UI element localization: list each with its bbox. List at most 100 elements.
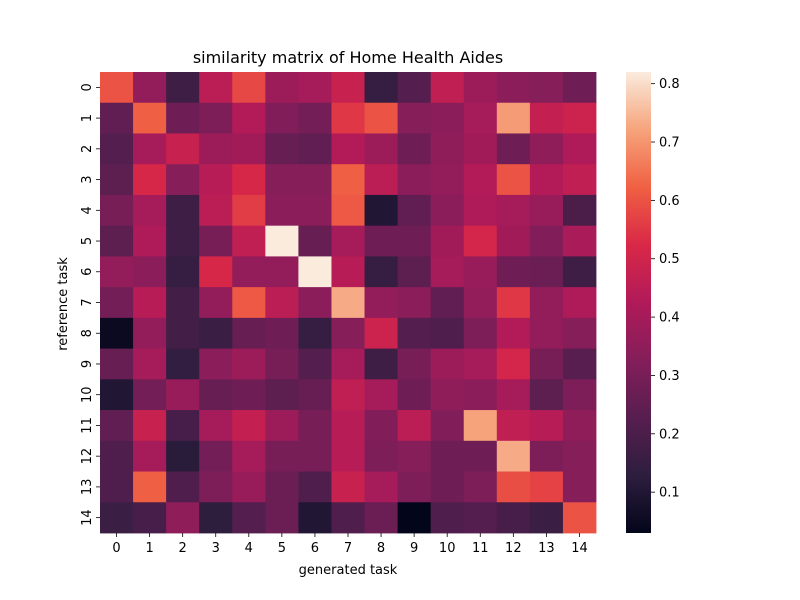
heatmap-cell	[463, 225, 498, 257]
heatmap-cell	[463, 194, 498, 227]
heatmap-cell	[166, 133, 200, 165]
x-tick-label: 4	[245, 541, 253, 556]
heatmap-cell	[265, 225, 299, 257]
heatmap-cell	[397, 410, 432, 442]
colorbar-ticks: 0.1 0.2 0.3 0.4 0.5 0.6 0.7 0.8	[651, 77, 680, 501]
y-axis-label: reference task	[56, 257, 71, 351]
heatmap-cell	[463, 348, 498, 380]
heatmap-cell	[364, 194, 398, 227]
heatmap-cell	[562, 317, 597, 349]
heatmap-cell	[199, 410, 233, 442]
heatmap-cell	[298, 348, 332, 380]
heatmap-cell	[529, 379, 564, 411]
heatmap-cell	[199, 317, 233, 349]
heatmap-cell	[133, 379, 167, 411]
heatmap-cell	[562, 72, 597, 104]
x-tick-label: 6	[311, 541, 319, 556]
heatmap-cell	[430, 72, 465, 104]
heatmap-cell	[133, 471, 167, 503]
heatmap-cell	[265, 379, 299, 411]
heatmap-cell	[364, 72, 398, 104]
heatmap-cell	[430, 287, 465, 319]
heatmap-cell	[199, 471, 233, 503]
colorbar-tick-label: 0.4	[659, 311, 680, 326]
heatmap-cell	[562, 348, 597, 380]
y-tick-label: 1	[80, 114, 95, 122]
heatmap-cell	[562, 410, 597, 442]
heatmap-cell	[133, 287, 167, 319]
heatmap-cell	[199, 440, 233, 472]
heatmap-cell	[298, 133, 332, 165]
heatmap-cell	[331, 471, 365, 503]
heatmap-cell	[100, 225, 134, 257]
heatmap-cell	[232, 471, 266, 503]
heatmap-cell	[364, 317, 398, 349]
heatmap-cell	[397, 164, 432, 196]
heatmap-cell	[331, 72, 365, 104]
heatmap-cell	[397, 348, 432, 380]
heatmap-cell	[430, 410, 465, 442]
heatmap-cell	[529, 133, 564, 165]
heatmap-cell	[364, 133, 398, 165]
heatmap-cell	[298, 72, 332, 104]
heatmap-cell	[100, 317, 134, 349]
heatmap-cell	[463, 440, 498, 472]
heatmap-cell	[199, 133, 233, 165]
heatmap-cell	[331, 502, 365, 534]
heatmap-cell	[100, 502, 134, 534]
heatmap-cell	[463, 410, 498, 442]
heatmap-cell	[562, 502, 597, 534]
heatmap-cell	[364, 287, 398, 319]
heatmap-cell	[562, 440, 597, 472]
heatmap-cell	[133, 102, 167, 134]
x-tick-label: 1	[145, 541, 153, 556]
heatmap-cell	[331, 317, 365, 349]
y-tick-label: 13	[80, 479, 95, 496]
y-tick-label: 5	[80, 237, 95, 245]
heatmap-cell	[529, 256, 564, 288]
x-tick-label: 7	[344, 541, 352, 556]
heatmap-cell	[133, 440, 167, 472]
heatmap-cell	[463, 133, 498, 165]
heatmap-cell	[100, 164, 134, 196]
heatmap-cell	[199, 194, 233, 227]
heatmap-cell	[166, 164, 200, 196]
colorbar-tick-label: 0.1	[659, 486, 680, 501]
heatmap-cell	[100, 256, 134, 288]
heatmap-cell	[430, 133, 465, 165]
heatmap-cell	[463, 317, 498, 349]
heatmap-cell	[430, 256, 465, 288]
heatmap-cell	[364, 164, 398, 196]
heatmap-cell	[298, 194, 332, 227]
heatmap-cell	[265, 471, 299, 503]
heatmap-cell	[430, 225, 465, 257]
heatmap-cell	[232, 317, 266, 349]
heatmap-cell	[166, 72, 200, 104]
heatmap-cell	[397, 471, 432, 503]
heatmap-cell	[397, 379, 432, 411]
heatmap-cell	[463, 379, 498, 411]
heatmap-cell	[232, 287, 266, 319]
heatmap-cell	[133, 502, 167, 534]
heatmap-cell	[232, 194, 266, 227]
heatmap-cell	[199, 379, 233, 411]
heatmap-cell	[265, 410, 299, 442]
heatmap-cell	[496, 317, 531, 349]
heatmap-cell	[397, 502, 432, 534]
heatmap-cell	[529, 471, 564, 503]
heatmap-cell	[265, 502, 299, 534]
x-tick-label: 10	[439, 541, 456, 556]
x-tick-label: 5	[278, 541, 286, 556]
heatmap-cell	[496, 379, 531, 411]
heatmap-cell	[430, 317, 465, 349]
heatmap-cell	[430, 471, 465, 503]
heatmap-cell	[463, 471, 498, 503]
heatmap-cell	[298, 287, 332, 319]
heatmap-cell	[463, 102, 498, 134]
heatmap-cell	[265, 256, 299, 288]
y-tick-label: 3	[80, 175, 95, 183]
heatmap-cell	[331, 287, 365, 319]
x-tick-label: 0	[112, 541, 120, 556]
heatmap-cell	[166, 410, 200, 442]
